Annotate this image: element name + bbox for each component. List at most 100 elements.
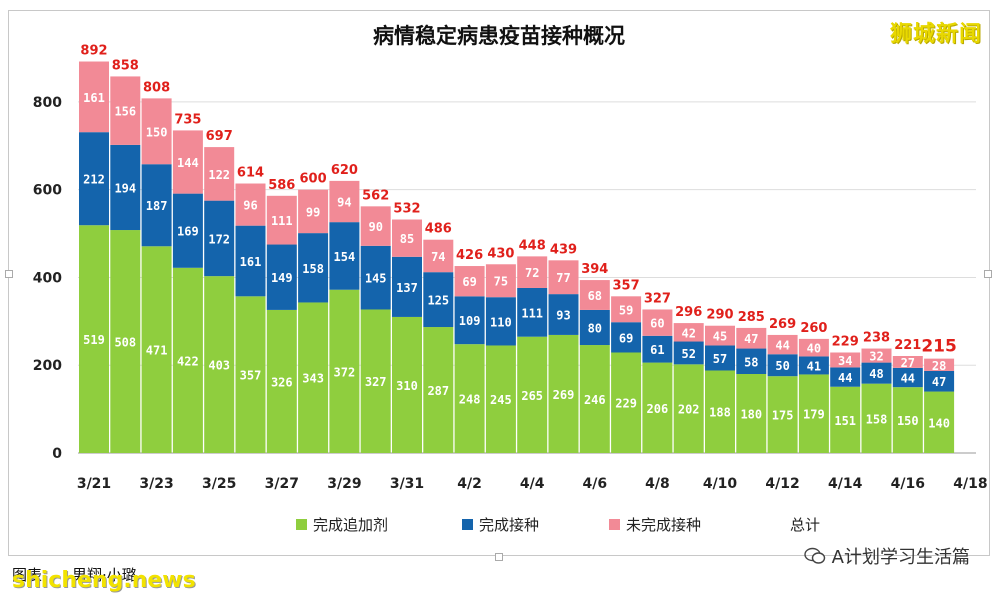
bar-segment-2 bbox=[360, 206, 391, 246]
data-label: 154 bbox=[334, 250, 356, 264]
x-tick-label: 4/16 bbox=[891, 476, 925, 492]
bar-segment-2 bbox=[892, 356, 923, 368]
chart-credit: 图表 男翔·小璐 bbox=[12, 566, 137, 584]
wechat-icon bbox=[803, 547, 825, 564]
bar-segment-0 bbox=[110, 230, 141, 453]
bar-segment-1 bbox=[736, 348, 767, 374]
bar-segment-2 bbox=[830, 352, 861, 368]
legend-label-incomplete: 未完成接种 bbox=[626, 516, 702, 534]
data-label: 137 bbox=[396, 281, 418, 295]
data-label: 194 bbox=[114, 181, 136, 195]
data-label: 75 bbox=[494, 275, 508, 289]
site-watermark: shicheng.news bbox=[12, 568, 196, 593]
bar-segment-0 bbox=[360, 309, 391, 453]
data-label: 161 bbox=[83, 91, 105, 105]
data-label: 99 bbox=[306, 205, 320, 219]
resize-handle-right[interactable] bbox=[984, 270, 992, 278]
bar-segment-0 bbox=[172, 267, 203, 453]
total-label: 327 bbox=[644, 291, 671, 306]
x-tick-label: 3/31 bbox=[390, 476, 424, 492]
data-label: 158 bbox=[302, 262, 324, 276]
data-label: 111 bbox=[271, 214, 293, 228]
data-label: 158 bbox=[866, 412, 888, 426]
bar-segment-0 bbox=[736, 374, 767, 453]
bar-segment-1 bbox=[642, 335, 673, 363]
data-label: 248 bbox=[459, 393, 481, 407]
data-label: 69 bbox=[462, 275, 476, 289]
data-label: 151 bbox=[834, 414, 856, 428]
data-label: 27 bbox=[901, 356, 915, 370]
bar-segment-2 bbox=[110, 76, 141, 145]
data-label: 96 bbox=[243, 199, 257, 213]
total-label: 285 bbox=[738, 310, 765, 325]
bar-segment-2 bbox=[79, 61, 109, 133]
data-label: 44 bbox=[838, 371, 852, 385]
data-label: 326 bbox=[271, 375, 293, 389]
legend-label-booster: 完成追加剂 bbox=[313, 516, 389, 534]
wechat-account-name: A计划学习生活篇 bbox=[831, 547, 970, 568]
bar-segment-0 bbox=[79, 225, 109, 453]
bar-segment-1 bbox=[392, 256, 422, 317]
data-label: 42 bbox=[681, 326, 695, 340]
bar-segment-1 bbox=[172, 193, 203, 268]
chart-title: 病情稳定病患疫苗接种概况 bbox=[373, 24, 625, 48]
data-label: 245 bbox=[490, 393, 512, 407]
bar-segment-1 bbox=[924, 370, 955, 392]
bar-segment-2 bbox=[266, 195, 297, 245]
data-label: 179 bbox=[803, 408, 825, 422]
data-label: 68 bbox=[588, 289, 602, 303]
total-label: 486 bbox=[425, 222, 452, 237]
data-label: 77 bbox=[556, 271, 570, 285]
legend-item-completed: 完成接种 bbox=[462, 514, 539, 535]
bar-segment-0 bbox=[392, 316, 422, 453]
x-tick-label: 4/10 bbox=[703, 476, 738, 492]
data-label: 471 bbox=[146, 344, 168, 358]
bar-segment-0 bbox=[642, 362, 673, 453]
bar-segment-1 bbox=[141, 164, 172, 247]
bar-segment-1 bbox=[79, 132, 109, 226]
bar-segment-0 bbox=[423, 327, 454, 453]
x-tick-label: 3/25 bbox=[202, 476, 236, 492]
bar-segment-1 bbox=[548, 294, 579, 335]
legend-label-completed: 完成接种 bbox=[479, 516, 540, 534]
data-label: 48 bbox=[869, 367, 883, 381]
data-label: 357 bbox=[240, 369, 262, 383]
data-label: 519 bbox=[83, 333, 105, 347]
resize-handle-left[interactable] bbox=[5, 270, 13, 278]
bar-segment-2 bbox=[924, 358, 955, 371]
x-tick-label: 3/27 bbox=[265, 476, 299, 492]
bar-segment-0 bbox=[673, 364, 704, 453]
bar-segment-2 bbox=[767, 334, 798, 355]
x-tick-label: 4/2 bbox=[457, 476, 482, 492]
resize-handle-bottom[interactable] bbox=[495, 553, 503, 561]
bar-segment-2 bbox=[642, 309, 673, 336]
data-label: 202 bbox=[678, 403, 700, 417]
data-label: 69 bbox=[619, 331, 633, 345]
bar-segment-1 bbox=[454, 296, 485, 345]
total-label: 892 bbox=[80, 44, 107, 59]
data-label: 187 bbox=[146, 199, 168, 213]
total-label: 600 bbox=[300, 172, 327, 187]
total-label: 448 bbox=[519, 238, 546, 253]
data-label: 47 bbox=[932, 375, 946, 389]
data-label: 57 bbox=[713, 352, 727, 366]
data-label: 60 bbox=[650, 317, 664, 331]
total-label: 296 bbox=[675, 305, 702, 320]
data-label: 508 bbox=[114, 336, 136, 350]
data-label: 93 bbox=[556, 309, 570, 323]
bar-segment-2 bbox=[579, 280, 610, 310]
chart-legend: 完成追加剂 完成接种 未完成接种 总计 bbox=[0, 514, 998, 536]
data-label: 265 bbox=[521, 389, 543, 403]
data-label: 45 bbox=[713, 330, 727, 344]
bar-segment-0 bbox=[141, 246, 172, 453]
data-label: 403 bbox=[208, 359, 230, 373]
data-label: 172 bbox=[208, 232, 230, 246]
wechat-account: A计划学习生活篇 bbox=[803, 543, 970, 569]
data-label: 52 bbox=[681, 347, 695, 361]
data-label: 90 bbox=[368, 220, 382, 234]
total-label: 562 bbox=[362, 188, 389, 203]
bar-segment-1 bbox=[579, 309, 610, 346]
bar-segment-2 bbox=[298, 189, 329, 234]
bar-segment-2 bbox=[798, 338, 829, 357]
legend-swatch-incomplete bbox=[609, 519, 620, 530]
